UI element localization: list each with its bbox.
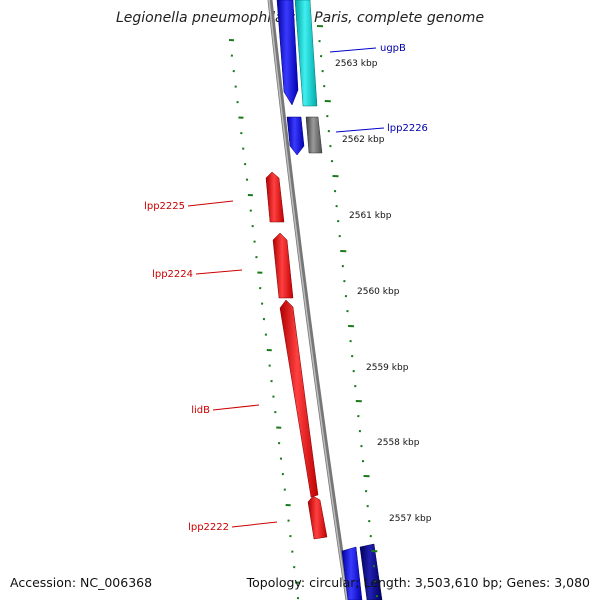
scale-label-2558: 2558 kbp (377, 438, 420, 448)
gene-lpp2226-grey[interactable] (305, 116, 323, 154)
label-lpp2224[interactable]: lpp2224 (152, 269, 243, 280)
gene-bottom-navy[interactable] (359, 543, 383, 600)
label-ugpB-text: ugpB (380, 43, 406, 54)
genome-backbone (267, 0, 351, 600)
genome-summary-text: Topology: circular; Length: 3,503,610 bp… (246, 575, 590, 590)
label-ugpB[interactable]: ugpB (329, 43, 406, 54)
gene-bottom-blue[interactable] (341, 546, 363, 600)
label-lpp2225-text: lpp2225 (144, 201, 185, 212)
gene-lpp2224[interactable] (272, 232, 294, 299)
gene-lidB[interactable] (279, 299, 319, 498)
tick-marks-left (228, 39, 301, 600)
label-lidB[interactable]: lidB (191, 404, 260, 416)
tick-marks-right (316, 25, 379, 598)
label-lpp2226-text: lpp2226 (387, 123, 428, 134)
label-lpp2222[interactable]: lpp2222 (188, 521, 278, 533)
accession-text: Accession: NC_006368 (10, 575, 153, 590)
scale-label-2562: 2562 kbp (342, 135, 385, 145)
label-lpp2224-text: lpp2224 (152, 269, 193, 280)
scale-label-2557: 2557 kbp (389, 514, 432, 524)
scale-labels: 2563 kbp 2562 kbp 2561 kbp 2560 kbp 2559… (335, 59, 432, 524)
gene-lpp2222[interactable] (307, 495, 328, 540)
scale-label-2561: 2561 kbp (349, 211, 392, 221)
gene-ugpB-blue[interactable] (276, 0, 299, 106)
gene-ugpB-cyan[interactable] (294, 0, 318, 107)
label-lidB-text: lidB (191, 405, 210, 416)
gene-lpp2226-blue[interactable] (286, 116, 305, 156)
label-lpp2222-text: lpp2222 (188, 522, 229, 533)
gene-lpp2225[interactable] (265, 171, 285, 223)
label-lpp2226[interactable]: lpp2226 (335, 123, 428, 134)
scale-label-2560: 2560 kbp (357, 287, 400, 297)
scale-label-2559: 2559 kbp (366, 363, 409, 373)
genome-backbone-highlight (268, 0, 348, 600)
scale-label-2563: 2563 kbp (335, 59, 378, 69)
label-lpp2225[interactable]: lpp2225 (144, 200, 234, 212)
